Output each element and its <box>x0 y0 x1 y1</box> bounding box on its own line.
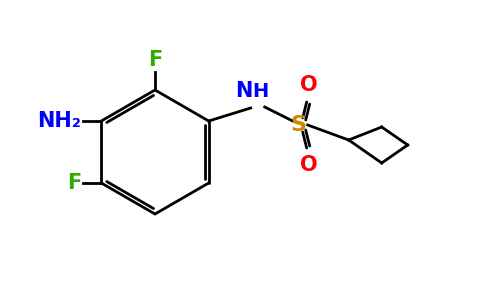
Text: O: O <box>300 155 318 175</box>
Text: S: S <box>291 115 307 135</box>
Text: F: F <box>148 50 162 70</box>
Text: H: H <box>253 82 269 101</box>
Text: N: N <box>235 81 253 101</box>
Text: NH₂: NH₂ <box>37 111 81 131</box>
Text: F: F <box>67 173 81 193</box>
Text: O: O <box>300 75 318 95</box>
